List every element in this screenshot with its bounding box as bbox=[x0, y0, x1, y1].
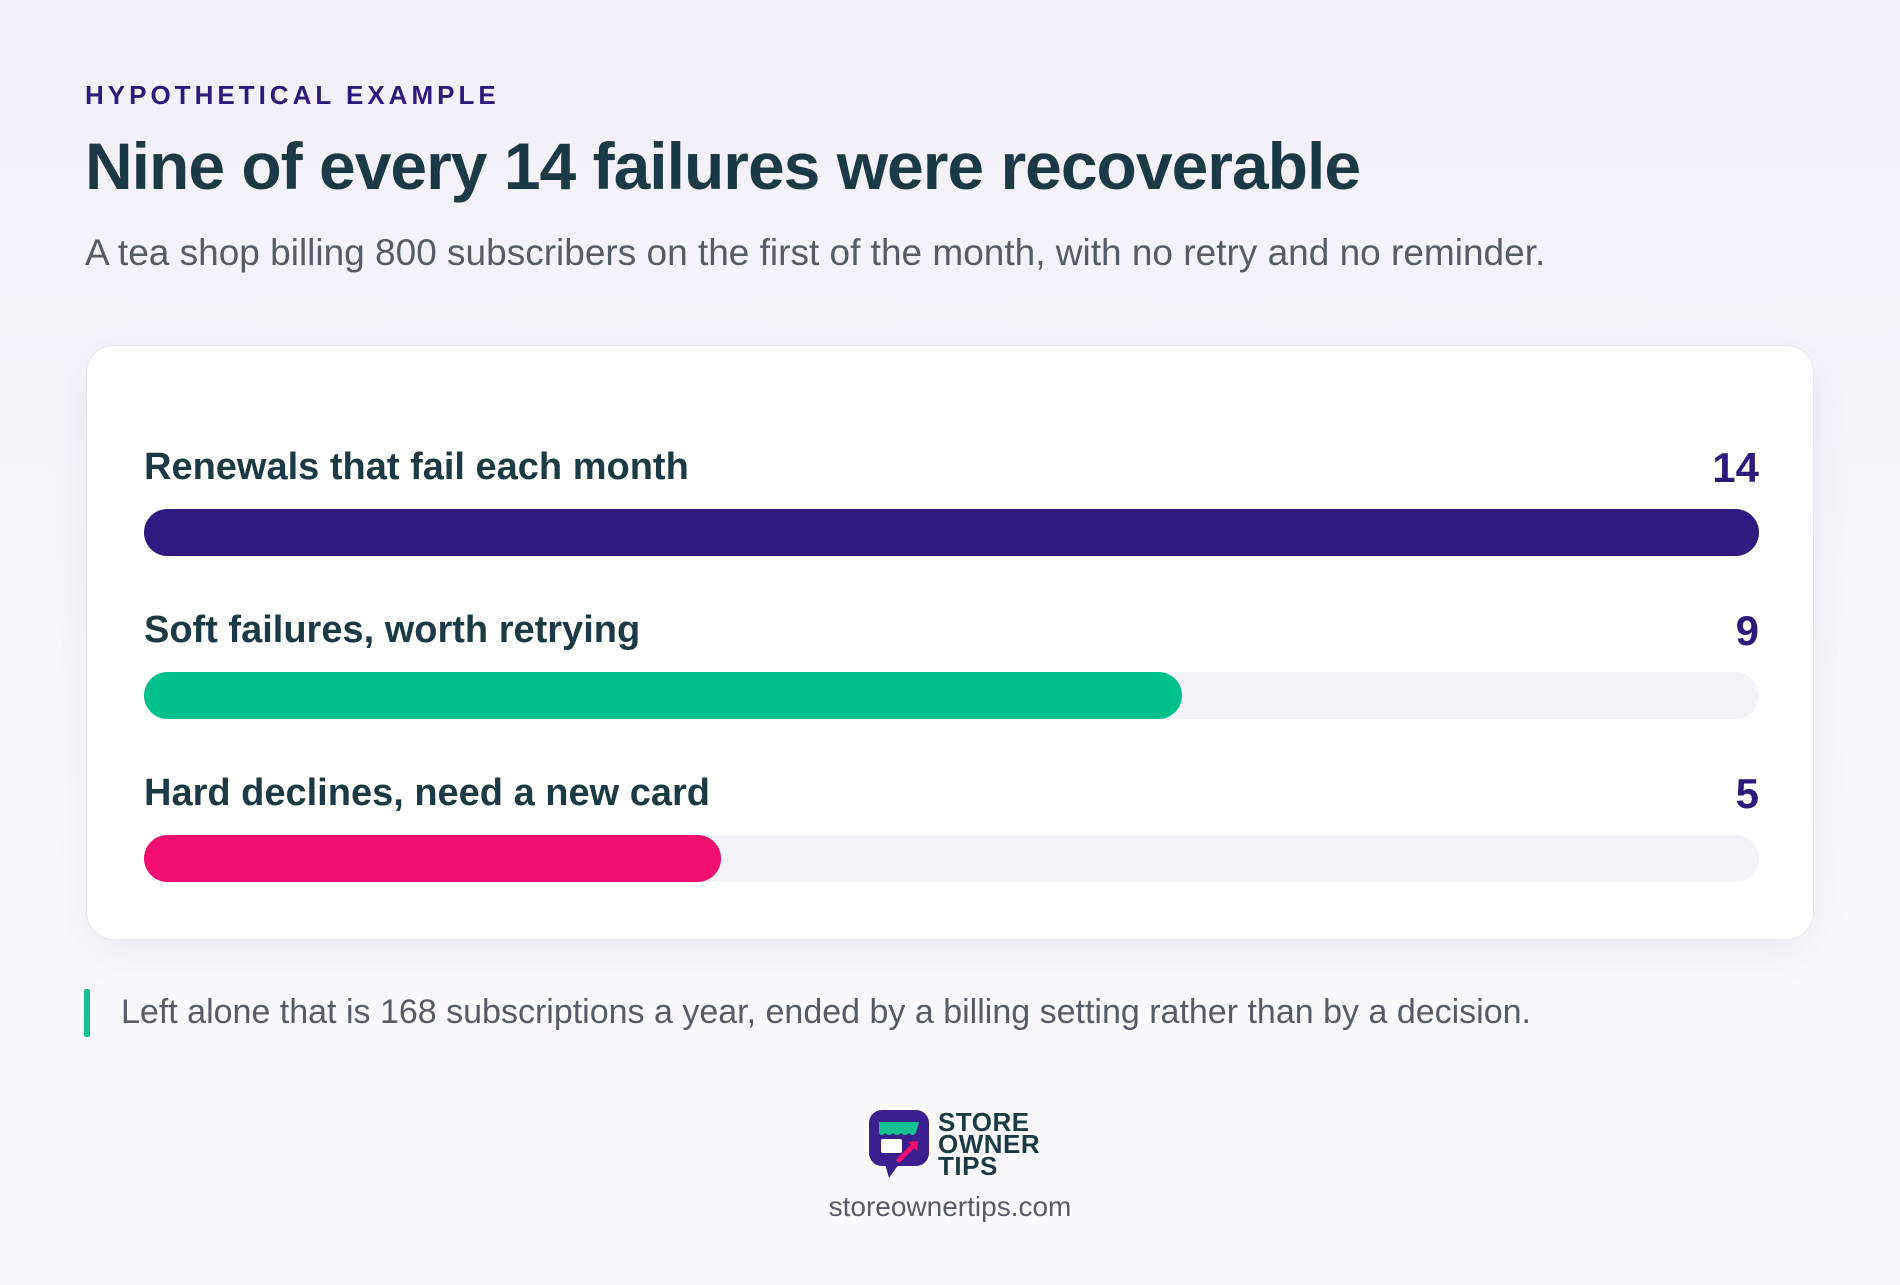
bar-track bbox=[144, 835, 1759, 882]
chart-card: Renewals that fail each month 14 Soft fa… bbox=[86, 345, 1814, 940]
note-accent-rule bbox=[84, 989, 90, 1037]
eyebrow-label: HYPOTHETICAL EXAMPLE bbox=[85, 80, 500, 110]
logo-line: OWNER bbox=[938, 1129, 1041, 1159]
bar-track bbox=[144, 672, 1759, 719]
bar-value: 9 bbox=[1735, 607, 1759, 654]
site-url-link[interactable]: storeownertips.com bbox=[828, 1191, 1072, 1222]
logo-wordmark: STORE OWNER TIPS bbox=[938, 1107, 1041, 1181]
bar-label: Soft failures, worth retrying bbox=[144, 609, 641, 651]
bar-label: Hard declines, need a new card bbox=[144, 772, 710, 814]
footnote: Left alone that is 168 subscriptions a y… bbox=[121, 993, 1532, 1031]
logo-line: TIPS bbox=[938, 1151, 998, 1181]
store-owner-tips-logo[interactable]: STORE OWNER TIPS bbox=[867, 1108, 1040, 1180]
storefront-chat-icon bbox=[869, 1110, 929, 1178]
bar-value: 14 bbox=[1712, 444, 1759, 491]
bar-track bbox=[144, 509, 1759, 556]
bar-fill-soft-failures bbox=[144, 672, 1183, 719]
bar-value: 5 bbox=[1735, 770, 1759, 817]
page-subtitle: A tea shop billing 800 subscribers on th… bbox=[85, 232, 1546, 273]
logo-line: STORE bbox=[938, 1107, 1030, 1137]
bar-fill-renewals bbox=[144, 509, 1759, 556]
bar-label: Renewals that fail each month bbox=[144, 446, 689, 488]
page-title: Nine of every 14 failures were recoverab… bbox=[85, 129, 1361, 203]
bar-fill-hard-declines bbox=[144, 835, 721, 882]
